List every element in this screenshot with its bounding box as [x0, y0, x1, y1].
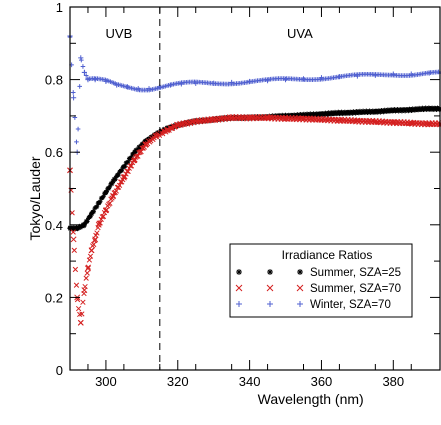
y-tick-label: 0.8 [45, 73, 63, 88]
data-point [124, 168, 130, 174]
data-point [130, 158, 137, 164]
data-point [85, 265, 91, 272]
data-point [84, 270, 90, 276]
y-tick-label: 0.2 [45, 290, 63, 305]
data-point [83, 275, 89, 281]
series-2 [67, 33, 441, 155]
data-point [110, 193, 116, 200]
data-point [94, 230, 100, 236]
data-point [80, 299, 86, 305]
data-point [85, 264, 91, 270]
data-point [128, 163, 135, 169]
x-tick-label: 360 [311, 374, 333, 389]
data-point [134, 153, 140, 159]
legend-label: Winter, SZA=70 [310, 299, 391, 311]
data-point [132, 157, 138, 164]
y-axis-title: Tokyo/Lauder [27, 156, 43, 240]
data-point [125, 168, 131, 175]
legend: Irradiance Ratios Summer, SZA=25Summer, … [229, 243, 413, 318]
data-point [138, 148, 144, 155]
data-point [77, 84, 82, 89]
x-tick-label: 300 [95, 374, 117, 389]
data-point [92, 237, 98, 244]
legend-label: Summer, SZA=25 [310, 267, 401, 279]
x-tick-label: 320 [167, 374, 189, 389]
data-point [97, 220, 103, 226]
data-point [75, 126, 81, 132]
legend-marker [267, 269, 273, 275]
legend-marker [235, 284, 243, 292]
data-point [95, 224, 101, 231]
legend-title: Irradiance Ratios [282, 248, 373, 262]
data-point [78, 319, 84, 326]
axes: 300 320 340 360 380 0 0.2 0.4 0.6 0.8 1 [45, 0, 440, 389]
data-point [127, 163, 134, 169]
data-point [74, 296, 81, 303]
data-point [91, 209, 97, 215]
data-point [72, 266, 79, 273]
legend-marker [236, 301, 242, 307]
data-point [91, 241, 97, 248]
data-point [107, 200, 113, 206]
data-point [94, 204, 100, 210]
data-point [100, 213, 107, 220]
data-point [125, 159, 131, 165]
legend-marker [236, 269, 242, 275]
data-point [86, 257, 93, 263]
legend-marker [297, 301, 303, 307]
data-point [78, 55, 84, 61]
data-point [81, 290, 87, 297]
data-point [92, 77, 98, 83]
legend-marker [267, 301, 273, 307]
data-point [79, 311, 85, 317]
legend-entry: Summer, SZA=25 [236, 267, 401, 279]
data-point [122, 163, 128, 169]
data-point [82, 283, 88, 290]
data-point [122, 174, 128, 180]
data-point [82, 70, 87, 75]
legend-marker [296, 284, 304, 292]
legend-box [229, 243, 413, 318]
legend-marker [266, 284, 274, 292]
data-point [73, 282, 80, 288]
data-point [69, 210, 75, 216]
region-label-uva: UVA [287, 26, 313, 41]
data-point [70, 95, 77, 101]
data-point [96, 220, 102, 226]
data-point [74, 139, 79, 145]
y-tick-label: 0.6 [45, 145, 63, 160]
legend-label: Summer, SZA=70 [310, 283, 401, 295]
y-tick-label: 0 [56, 363, 63, 378]
data-point [88, 247, 95, 254]
data-point [135, 153, 141, 159]
data-point [120, 177, 126, 183]
y-tick-label: 0.4 [45, 218, 63, 233]
data-marks [67, 33, 441, 326]
data-point [97, 199, 103, 204]
x-tick-label: 340 [239, 374, 261, 389]
x-axis-title: Wavelength (nm) [258, 391, 364, 407]
data-point [70, 90, 76, 95]
data-point [83, 73, 89, 78]
x-tick-label: 380 [382, 374, 404, 389]
legend-marker [297, 269, 303, 275]
y-tick-label: 1 [56, 0, 63, 15]
data-point [87, 253, 94, 259]
data-point [92, 236, 99, 243]
legend-entry: Summer, SZA=70 [235, 283, 401, 295]
data-point [103, 207, 110, 213]
region-label-uvb: UVB [106, 26, 133, 41]
data-point [101, 194, 106, 199]
data-point [75, 305, 82, 312]
data-point [113, 188, 119, 194]
data-point [70, 229, 76, 235]
data-point [116, 182, 123, 188]
data-point [79, 57, 84, 63]
data-point [71, 247, 77, 253]
legend-entry: Winter, SZA=70 [236, 299, 391, 311]
legend-entries: Summer, SZA=25 Summer, SZA=70 Winter, SZA=… [235, 267, 401, 311]
data-point [70, 236, 77, 243]
data-point [80, 64, 86, 69]
